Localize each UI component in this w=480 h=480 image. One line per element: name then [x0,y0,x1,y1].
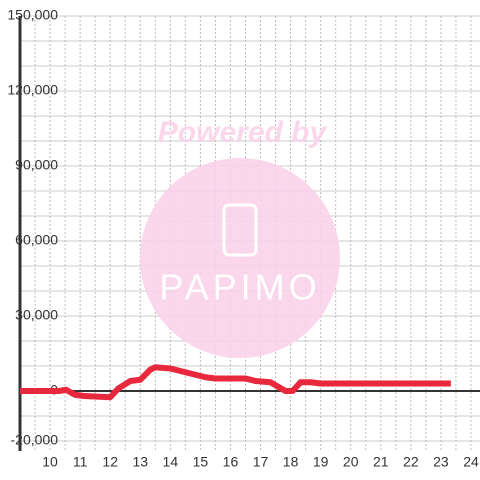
x-tick-label: 12 [102,454,118,470]
watermark: Powered by PAPIMO [140,116,340,358]
x-tick-label: 16 [223,454,239,470]
y-tick-label: 90,000 [15,157,58,173]
watermark-phone [222,203,258,257]
y-tick-label: 150,000 [7,7,58,23]
y-tick-label: -20,000 [11,432,59,448]
x-tick-label: 24 [463,454,479,470]
x-tick-label: 14 [163,454,179,470]
x-tick-label: 23 [433,454,449,470]
y-tick-label: 30,000 [15,307,58,323]
watermark-logo: PAPIMO [159,267,320,308]
watermark-text: Powered by [158,116,328,149]
x-tick-label: 17 [253,454,269,470]
x-tick-label: 18 [283,454,299,470]
x-tick-label: 19 [313,454,329,470]
y-tick-label: 120,000 [7,82,58,98]
x-tick-label: 21 [373,454,389,470]
x-tick-label: 15 [193,454,209,470]
y-tick-label: 60,000 [15,232,58,248]
x-tick-label: 10 [42,454,58,470]
x-tick-label: 22 [403,454,419,470]
x-tick-label: 20 [343,454,359,470]
watermark-circle [140,158,340,358]
data-line [20,364,451,401]
x-tick-label: 11 [73,454,88,470]
x-tick-label: 13 [132,454,148,470]
